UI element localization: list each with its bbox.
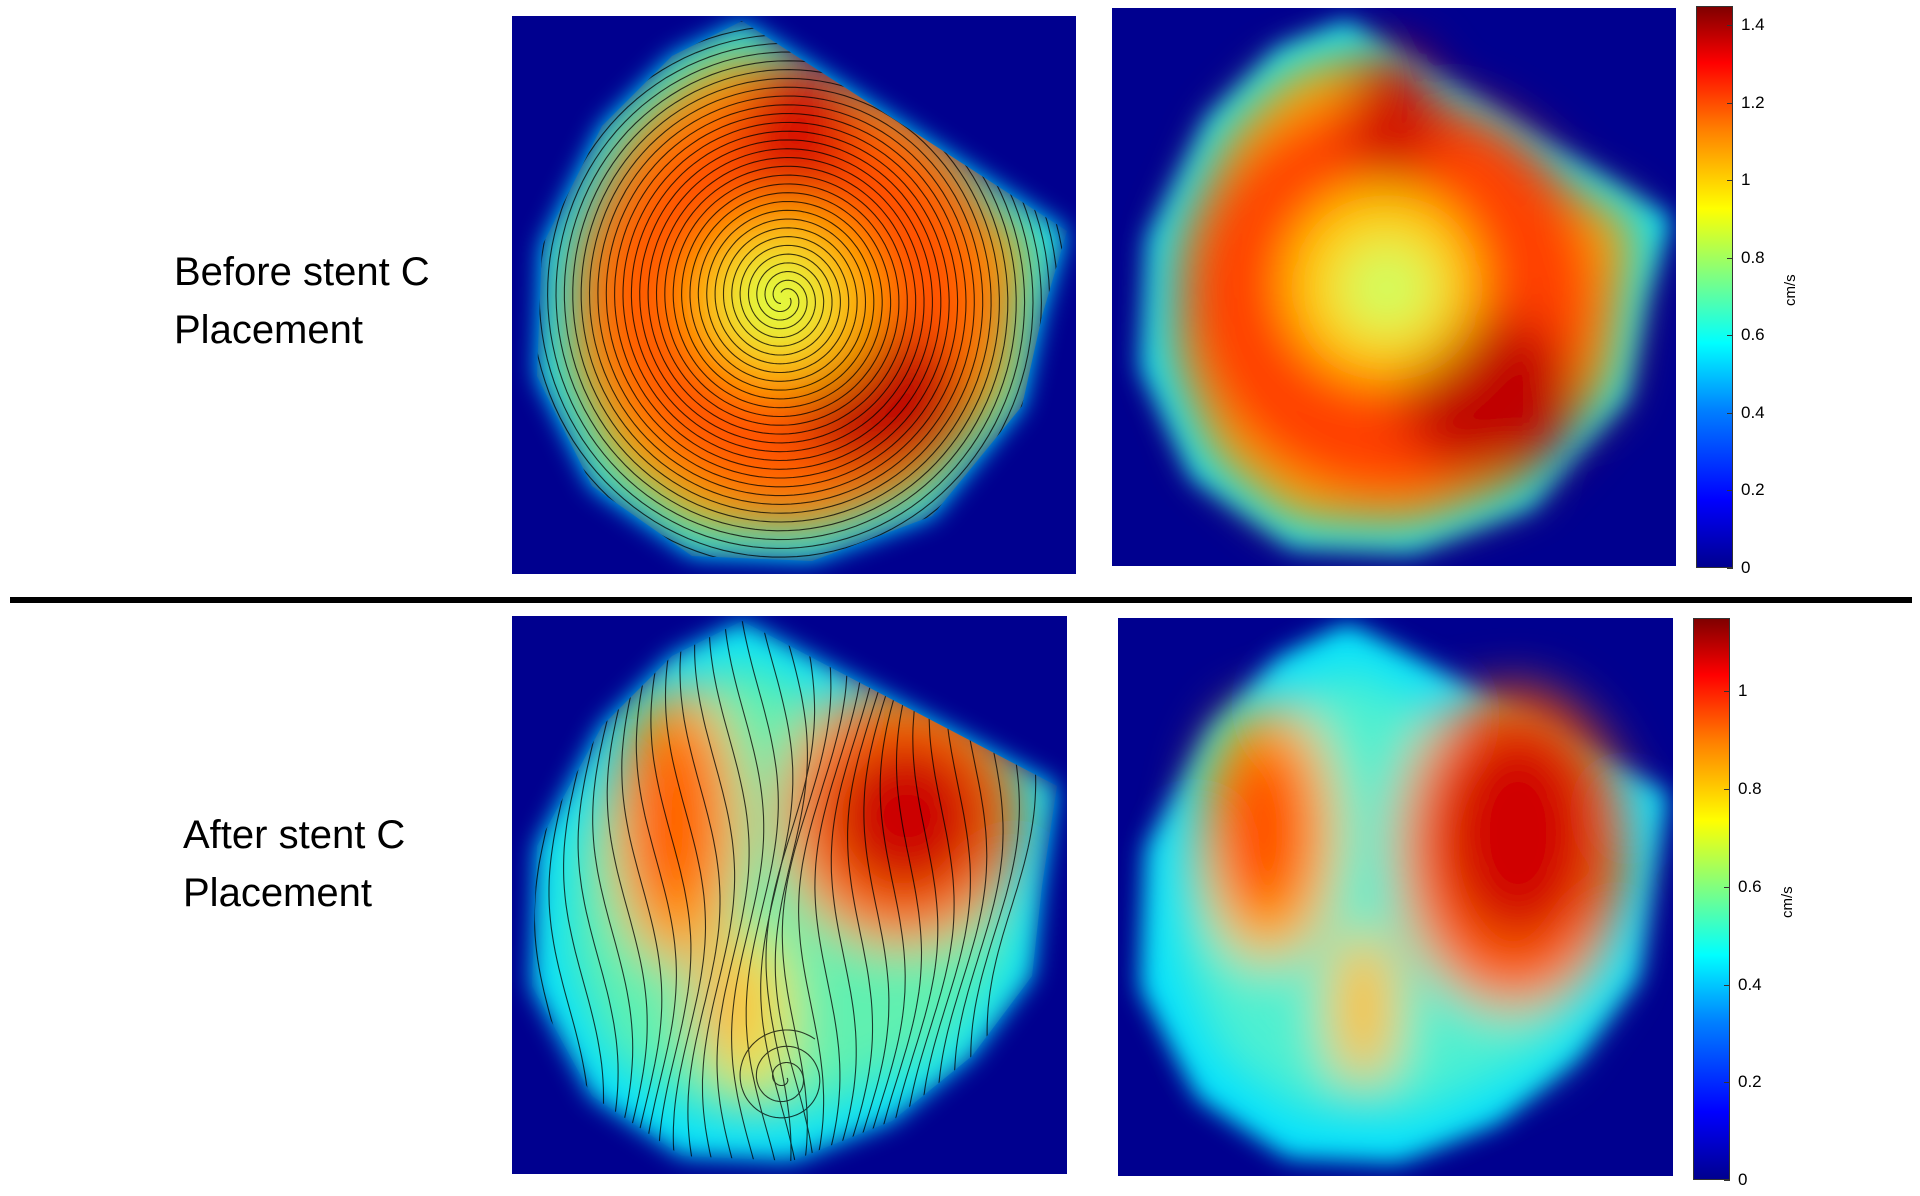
colorbar-tick-mark	[1727, 568, 1733, 569]
streamline	[694, 621, 736, 1161]
colorbar-tick-label: 0.6	[1741, 325, 1765, 345]
plot-after-streamlines	[512, 616, 1067, 1174]
colorbar-tick-mark	[1727, 412, 1733, 414]
streamline	[873, 621, 929, 1161]
streamline	[723, 621, 765, 1161]
colorbar-tick-label: 1	[1738, 681, 1748, 701]
streamline	[708, 621, 750, 1161]
colorbar-tick-mark	[1727, 335, 1733, 337]
colorbar-tick-mark	[1724, 984, 1730, 986]
colorbar-tick-mark	[1724, 789, 1730, 791]
colorbar-bottom	[1693, 618, 1730, 1180]
colorbar-bottom-unit: cm/s	[1779, 886, 1796, 918]
colorbar-tick-label: 0	[1738, 1170, 1748, 1189]
colorbar-tick-label: 0.8	[1741, 247, 1765, 267]
colorbar-tick-mark	[1724, 886, 1730, 888]
streamline	[830, 621, 881, 1161]
colorbar-top-unit: cm/s	[1782, 274, 1799, 306]
streamline	[740, 621, 779, 1161]
streamline	[650, 621, 692, 1161]
colorbar-tick-label: 0.2	[1741, 480, 1765, 500]
plot-before-velocity	[1112, 8, 1676, 566]
colorbar-tick-label: 0.4	[1738, 974, 1762, 994]
plot-before-streamlines	[512, 16, 1076, 574]
row-label-before: Before stent C Placement	[174, 243, 430, 359]
streamline	[814, 621, 865, 1161]
streamline	[781, 621, 832, 1161]
streamline	[860, 621, 919, 1161]
colorbar-tick-mark	[1727, 102, 1733, 104]
streamline	[840, 621, 896, 1161]
colorbar-tick-label: 1	[1741, 170, 1751, 190]
colorbar-tick-mark	[1724, 1082, 1730, 1084]
streamline	[537, 21, 1059, 561]
streamline	[621, 621, 663, 1161]
colorbar-tick-label: 1.4	[1741, 15, 1765, 35]
colorbar-tick-label: 1.2	[1741, 92, 1765, 112]
row-label-after: After stent C Placement	[183, 806, 405, 922]
row-label-after-line2: Placement	[183, 871, 372, 915]
colorbar-tick-label: 0.8	[1738, 779, 1762, 799]
colorbar-tick-mark	[1727, 257, 1733, 259]
streamline	[849, 621, 908, 1161]
colorbar-tick-mark	[1724, 691, 1730, 693]
colorbar-tick-mark	[1727, 25, 1733, 27]
row-label-after-line1: After stent C	[183, 813, 406, 857]
streamline	[774, 621, 816, 1161]
colorbar-tick-label: 0.4	[1741, 402, 1765, 422]
streamline	[798, 621, 848, 1161]
plot-after-velocity	[1118, 618, 1673, 1176]
streamline	[664, 621, 707, 1161]
row-label-before-line1: Before stent C	[174, 250, 430, 294]
streamline	[537, 21, 1067, 561]
colorbar-tick-label: 0.6	[1738, 876, 1762, 896]
colorbar-top	[1696, 6, 1733, 568]
colorbar-tick-label: 0.2	[1738, 1072, 1762, 1092]
colorbar-tick-label: 0	[1741, 558, 1751, 577]
colorbar-tick-mark	[1727, 490, 1733, 492]
row-divider	[10, 597, 1912, 603]
colorbar-tick-mark	[1724, 1180, 1730, 1181]
streamline	[679, 621, 721, 1161]
streamline	[537, 21, 1051, 561]
streamline	[635, 621, 677, 1161]
colorbar-tick-mark	[1727, 180, 1733, 182]
streamline	[765, 621, 816, 1161]
streamline	[739, 1029, 821, 1119]
row-label-before-line2: Placement	[174, 308, 363, 352]
